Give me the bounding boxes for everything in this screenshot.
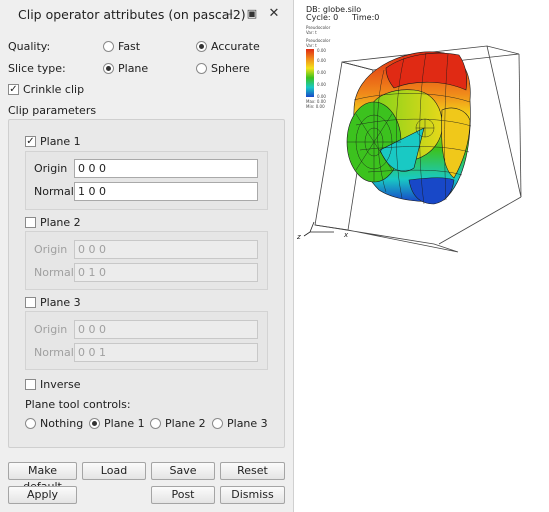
apply-button[interactable]: Apply (8, 486, 77, 504)
plane3-origin-input[interactable]: 0 0 0 (74, 320, 258, 339)
save-button[interactable]: Save (151, 462, 215, 480)
plane3-label[interactable]: Plane 3 (40, 296, 81, 309)
bounding-box (314, 45, 522, 253)
legend-tick-1: 0.00 (317, 48, 326, 53)
plane1-label[interactable]: Plane 1 (40, 135, 81, 148)
cycle-label: Cycle: 0 (306, 13, 339, 22)
color-legend-bar (306, 49, 314, 97)
legend-tick-2: 0.00 (317, 58, 326, 63)
legend-tick-4: 0.00 (317, 82, 326, 87)
make-default-button[interactable]: Make default (8, 462, 77, 493)
clip-attributes-dialog: Clip operator attributes (on pascal2) – … (0, 0, 294, 512)
slice-sphere-label[interactable]: Sphere (211, 62, 250, 75)
tool-nothing-label[interactable]: Nothing (40, 417, 84, 430)
quality-accurate-radio[interactable] (196, 41, 207, 52)
axis-triad-icon (303, 221, 334, 237)
slice-plane-radio[interactable] (103, 63, 114, 74)
plane1-normal-label: Normal (34, 185, 74, 198)
post-button[interactable]: Post (151, 486, 215, 504)
tool-plane3-label[interactable]: Plane 3 (227, 417, 268, 430)
plot-info-line2: Var: t (306, 30, 317, 35)
plane1-checkbox[interactable]: ✓ (25, 136, 36, 147)
plane1-origin-input[interactable]: 0 0 0 (74, 159, 258, 178)
tool-plane2-radio[interactable] (150, 418, 161, 429)
axis-x-label: x (344, 231, 349, 239)
visualization-window[interactable]: DB: globe.silo Cycle: 0 Time:0 Pseudocol… (294, 0, 549, 512)
window-title: Clip operator attributes (on pascal2) (18, 7, 246, 22)
quality-accurate-label[interactable]: Accurate (211, 40, 260, 53)
plane-tool-label: Plane tool controls: (25, 398, 131, 411)
quality-fast-radio[interactable] (103, 41, 114, 52)
clip-parameters-label: Clip parameters (8, 104, 97, 117)
legend-tick-3: 0.00 (317, 70, 326, 75)
legend-title: Pseudocolor (306, 38, 331, 43)
tool-plane3-radio[interactable] (212, 418, 223, 429)
tool-nothing-radio[interactable] (25, 418, 36, 429)
legend-tick-5: 0.00 (317, 94, 326, 99)
title-bar[interactable]: Clip operator attributes (on pascal2) – … (0, 0, 293, 28)
slice-plane-label[interactable]: Plane (118, 62, 149, 75)
plane2-normal-label: Normal (34, 266, 74, 279)
crinkle-clip-label[interactable]: Crinkle clip (23, 83, 85, 96)
db-label: DB: globe.silo (306, 5, 362, 14)
clipped-globe-plot (303, 45, 522, 253)
globe-shell (346, 51, 471, 205)
plane2-origin-label: Origin (34, 243, 68, 256)
plane2-normal-input[interactable]: 0 1 0 (74, 263, 258, 282)
maximize-icon[interactable]: ▣ (246, 7, 258, 20)
legend-max: Max: 0.00 (306, 99, 326, 104)
tool-plane1-label[interactable]: Plane 1 (104, 417, 145, 430)
tool-plane1-radio[interactable] (89, 418, 100, 429)
dismiss-button[interactable]: Dismiss (220, 486, 285, 504)
tool-plane2-label[interactable]: Plane 2 (165, 417, 206, 430)
plane3-checkbox[interactable] (25, 297, 36, 308)
plane3-normal-input[interactable]: 0 0 1 (74, 343, 258, 362)
reset-button[interactable]: Reset (220, 462, 285, 480)
legend-min: Min: 0.00 (306, 104, 325, 109)
plane2-origin-input[interactable]: 0 0 0 (74, 240, 258, 259)
slice-type-label: Slice type: (8, 62, 66, 75)
quality-fast-label[interactable]: Fast (118, 40, 141, 53)
plane3-normal-label: Normal (34, 346, 74, 359)
inverse-label[interactable]: Inverse (40, 378, 81, 391)
legend-var: Var: t (306, 43, 317, 48)
axis-z-label: z (297, 233, 301, 241)
slice-sphere-radio[interactable] (196, 63, 207, 74)
plane2-checkbox[interactable] (25, 217, 36, 228)
minimize-icon[interactable]: – (227, 7, 233, 20)
plane1-origin-label: Origin (34, 162, 68, 175)
inverse-checkbox[interactable] (25, 379, 36, 390)
close-icon[interactable]: ✕ (268, 6, 280, 21)
plane2-label[interactable]: Plane 2 (40, 216, 81, 229)
crinkle-clip-checkbox[interactable]: ✓ (8, 84, 19, 95)
plane1-normal-input[interactable]: 1 0 0 (74, 182, 258, 201)
load-button[interactable]: Load (82, 462, 146, 480)
mesh-lines (347, 52, 472, 205)
quality-label: Quality: (8, 40, 51, 53)
plot-info-line1: Pseudocolor (306, 25, 331, 30)
time-label: Time:0 (352, 13, 380, 22)
plane3-origin-label: Origin (34, 323, 68, 336)
